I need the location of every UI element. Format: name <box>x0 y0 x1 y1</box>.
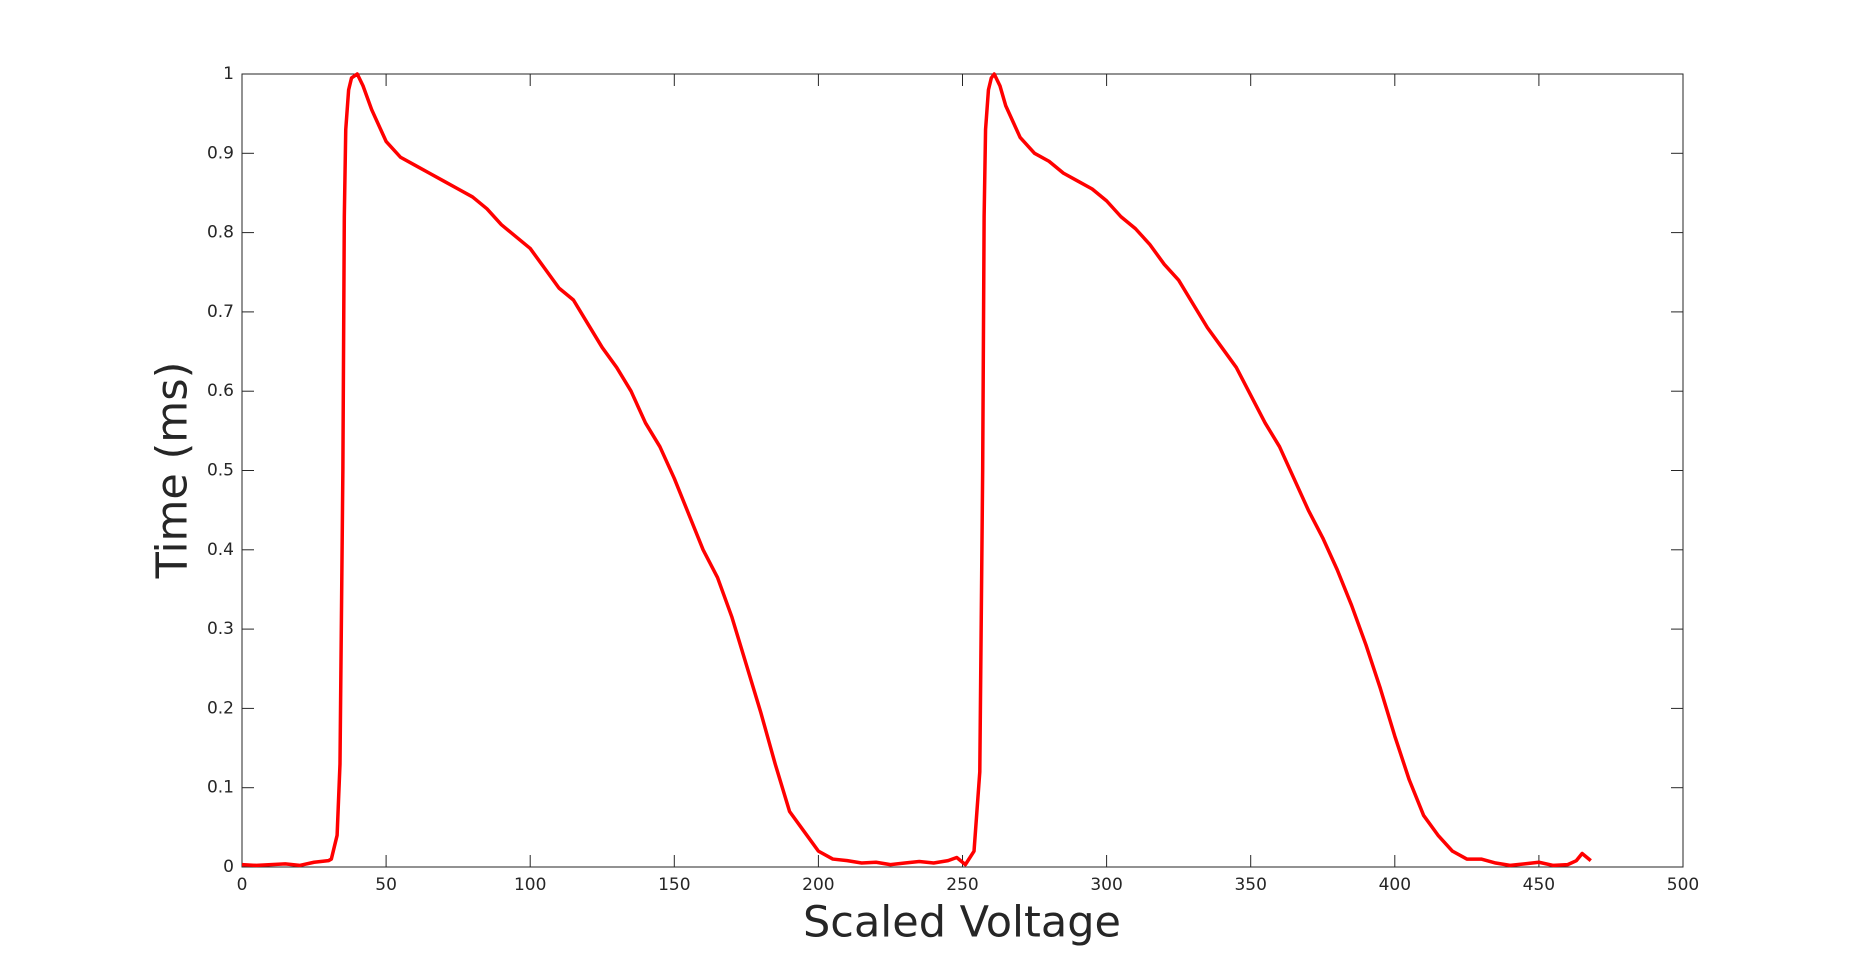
x-tick-label: 100 <box>514 875 546 895</box>
plot-box <box>241 73 1684 868</box>
y-tick-label: 0.7 <box>207 302 234 322</box>
y-tick-label: 0.9 <box>207 143 234 163</box>
y-tick-label: 0.4 <box>207 540 234 560</box>
x-tick-label: 50 <box>375 875 397 895</box>
x-axis-label: Scaled Voltage <box>803 898 1121 948</box>
data-line <box>241 72 1592 868</box>
y-axis-label: Time (ms) <box>148 362 198 580</box>
x-tick-label: 350 <box>1234 875 1266 895</box>
y-tick-label: 0.8 <box>207 223 234 243</box>
y-tick-label: 0.5 <box>207 461 234 481</box>
x-tick-label: 400 <box>1379 875 1411 895</box>
y-tick-label: 0.6 <box>207 381 234 401</box>
y-tick-label: 1 <box>223 64 234 84</box>
x-tick-label: 200 <box>802 875 834 895</box>
x-tick-label: 150 <box>658 875 690 895</box>
x-tick-label: 450 <box>1523 875 1555 895</box>
y-tick-label: 0.1 <box>207 778 234 798</box>
y-tick-label: 0.2 <box>207 698 234 718</box>
x-tick-label: 500 <box>1667 875 1699 895</box>
y-tick-label: 0.3 <box>207 619 234 639</box>
x-tick-label: 0 <box>237 875 248 895</box>
x-tick-label: 300 <box>1090 875 1122 895</box>
x-tick-label: 250 <box>946 875 978 895</box>
y-tick-label: 0 <box>223 857 234 877</box>
